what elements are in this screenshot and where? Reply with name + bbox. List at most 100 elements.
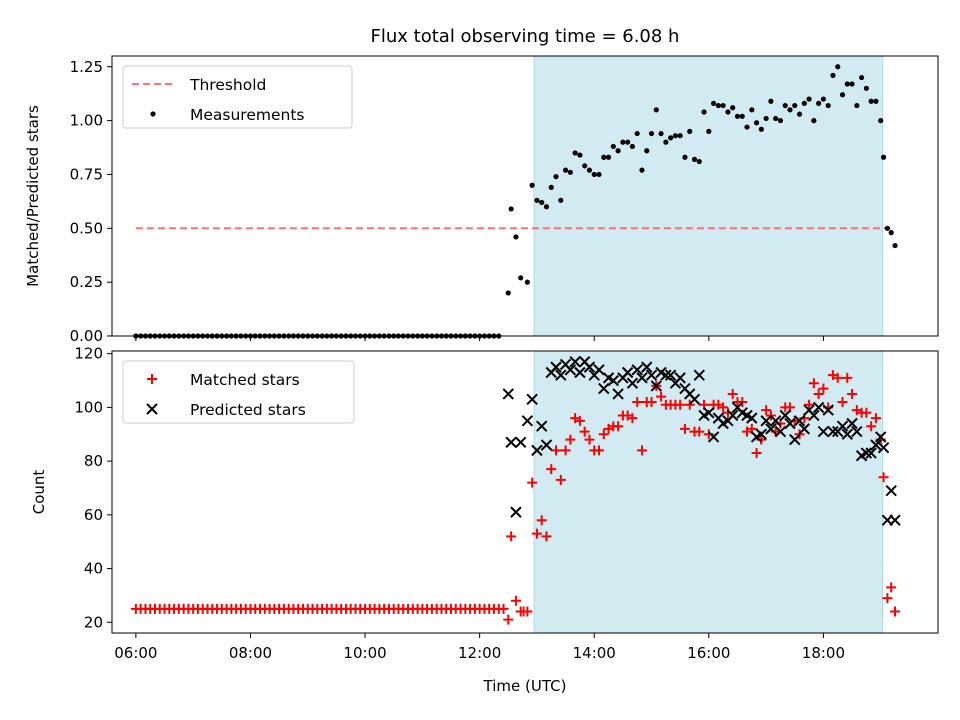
matched-star-point xyxy=(510,595,521,606)
x-tick-label: 06:00 xyxy=(114,644,157,662)
measurement-point xyxy=(734,113,741,119)
predicted-star-point xyxy=(851,425,863,438)
predicted-star-point xyxy=(841,428,853,440)
matched-star-point xyxy=(594,445,605,456)
matched-star-point xyxy=(627,413,638,424)
measurement-point xyxy=(601,154,607,160)
matched-star-point xyxy=(679,423,690,434)
measurement-point xyxy=(548,184,554,190)
predicted-star-point xyxy=(564,364,577,376)
legend-box xyxy=(122,65,353,129)
measurement-point xyxy=(768,98,774,104)
measurement-point xyxy=(859,74,865,81)
axes-frame xyxy=(111,55,939,337)
legend-box xyxy=(122,360,355,424)
x-tick-label: 14:00 xyxy=(573,644,616,662)
measurement-point xyxy=(825,102,831,109)
matched-star-point xyxy=(632,397,643,408)
measurement-point xyxy=(782,102,788,109)
y-tick-label: 80 xyxy=(84,452,103,470)
measurement-point xyxy=(888,230,894,236)
matched-star-point xyxy=(870,413,881,424)
y-tick-label: 60 xyxy=(84,506,103,524)
matched-star-point xyxy=(832,372,843,383)
predicted-star-point xyxy=(674,372,686,384)
measurement-point xyxy=(801,100,807,106)
measurement-point xyxy=(625,139,631,145)
matched-star-point xyxy=(506,531,517,542)
matched-star-point xyxy=(656,391,667,402)
measurement-point xyxy=(892,242,898,249)
measurement-point xyxy=(567,169,573,175)
matched-star-point xyxy=(813,388,824,399)
predicted-star-point xyxy=(693,369,705,381)
y-tick-label: 1.00 xyxy=(70,112,103,130)
matched-star-point xyxy=(531,528,542,539)
measurement-point xyxy=(758,126,764,132)
measurement-point xyxy=(868,98,874,104)
predicted-star-point xyxy=(526,393,538,406)
measurement-point xyxy=(744,124,750,130)
y-tick-label: 0.75 xyxy=(70,165,103,183)
measurement-point xyxy=(505,290,511,296)
predicted-star-point xyxy=(645,369,658,381)
predicted-star-point xyxy=(877,441,890,454)
matched-star-point xyxy=(847,388,858,399)
matched-star-point xyxy=(560,445,571,456)
measurement-point xyxy=(586,167,593,173)
measurement-point xyxy=(696,158,702,165)
measurement-point xyxy=(720,102,726,109)
measurement-point xyxy=(677,133,683,139)
measurement-point xyxy=(884,225,890,231)
predicted-star-point xyxy=(836,420,849,432)
matched-star-point xyxy=(878,472,889,483)
measurement-point xyxy=(715,102,721,109)
x-tick-label: 08:00 xyxy=(229,644,272,662)
measurement-point xyxy=(572,150,578,156)
measurement-point xyxy=(658,130,664,137)
matched-star-point xyxy=(636,445,647,456)
measurement-point xyxy=(513,234,519,240)
measurement-point xyxy=(663,139,669,145)
measurement-point xyxy=(629,143,636,150)
bottom-panel: 20 40 60 80 100 120 Count 06:00 08:00 10:00 12:00 1… xyxy=(30,345,939,695)
matched-star-point xyxy=(861,407,872,418)
matched-star-point xyxy=(751,448,762,459)
predicted-star-point xyxy=(540,439,553,451)
legend-label: Matched stars xyxy=(190,371,300,389)
legend-measurements-swatch xyxy=(150,111,156,117)
predicted-star-point xyxy=(574,366,586,379)
y-tick-label: 100 xyxy=(74,398,103,416)
predicted-star-point xyxy=(760,415,772,427)
predicted-star-point xyxy=(502,388,514,400)
measurement-point xyxy=(558,197,564,203)
measurement-point xyxy=(682,154,688,160)
predicted-star-point xyxy=(774,425,787,438)
measurement-point xyxy=(591,171,597,178)
matched-star-point xyxy=(527,477,538,488)
matched-star-point xyxy=(546,464,557,475)
measurement-point xyxy=(830,72,836,78)
matched-star-point xyxy=(684,399,695,410)
measurement-point xyxy=(610,143,616,150)
measurement-point xyxy=(854,102,860,109)
measurement-point xyxy=(739,113,745,119)
predicted-star-point xyxy=(521,415,534,427)
measurement-point xyxy=(820,96,827,102)
axes-frame xyxy=(111,350,939,634)
predicted-star-point xyxy=(660,369,672,381)
measurement-point xyxy=(634,130,640,137)
y-axis-label: Matched/Predicted stars xyxy=(24,105,42,287)
predicted-star-point xyxy=(550,361,562,373)
predicted-star-point xyxy=(889,514,901,526)
measurement-point xyxy=(562,167,569,173)
predicted-star-point xyxy=(755,428,768,440)
measurement-point xyxy=(749,107,755,113)
measurement-point xyxy=(534,197,540,203)
measurement-point xyxy=(730,105,736,111)
matched-star-point xyxy=(503,614,514,625)
measurement-point xyxy=(687,128,693,134)
measurement-point xyxy=(773,115,779,122)
matched-star-point xyxy=(886,582,897,593)
